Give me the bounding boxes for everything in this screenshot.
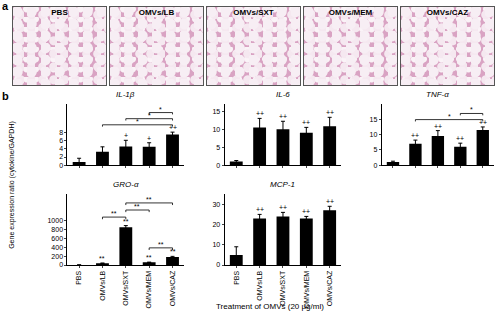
svg-text:**: ** — [123, 218, 129, 225]
svg-text:*: * — [136, 118, 139, 125]
html-text:OMVs/MEM: OMVs/MEM — [328, 8, 373, 17]
svg-text:++: ++ — [479, 119, 487, 126]
svg-text:OMVs/SXT: OMVs/SXT — [122, 270, 129, 306]
svg-text:600: 600 — [51, 235, 63, 242]
svg-text:OMVs/LB: OMVs/LB — [256, 270, 263, 300]
svg-text:*: * — [448, 113, 451, 120]
svg-text:++: ++ — [279, 204, 287, 211]
svg-text:15: 15 — [370, 116, 378, 123]
svg-text:*: * — [148, 112, 151, 119]
svg-text:1000: 1000 — [47, 217, 63, 224]
svg-text:10: 10 — [370, 131, 378, 138]
svg-text:+: + — [124, 132, 128, 139]
svg-text:**: ** — [146, 196, 152, 203]
svg-text:OMVs/CAZ: OMVs/CAZ — [169, 270, 176, 306]
svg-text:++: ++ — [256, 110, 264, 117]
svg-text:**: ** — [111, 210, 117, 217]
html-text:OMVs/LB: OMVs/LB — [138, 8, 175, 17]
svg-text:OMVs/MEM: OMVs/MEM — [145, 271, 152, 309]
svg-text:*: * — [470, 106, 473, 113]
svg-text:**: ** — [158, 241, 164, 248]
svg-text:10: 10 — [212, 126, 220, 133]
svg-text:200: 200 — [51, 253, 63, 260]
svg-text:Treatment of OMVs (20 μg/ml): Treatment of OMVs (20 μg/ml) — [216, 302, 324, 311]
svg-text:TNF-α: TNF-α — [426, 90, 449, 99]
svg-text:++: ++ — [169, 124, 177, 131]
svg-text:OMVs/MEM: OMVs/MEM — [303, 271, 310, 309]
svg-text:10: 10 — [212, 241, 220, 248]
svg-text:0: 0 — [59, 162, 63, 169]
svg-text:**: ** — [146, 254, 152, 261]
svg-text:++: ++ — [434, 123, 442, 130]
svg-text:GRO-α: GRO-α — [113, 180, 139, 189]
svg-text:20: 20 — [212, 221, 220, 228]
svg-text:5: 5 — [373, 146, 377, 153]
svg-text:6: 6 — [59, 137, 63, 144]
svg-text:0: 0 — [373, 162, 377, 169]
svg-text:++: ++ — [302, 208, 310, 215]
html-text:PBS: PBS — [51, 8, 68, 17]
svg-text:**: ** — [134, 203, 140, 210]
svg-text:15: 15 — [212, 108, 220, 115]
svg-text:OMVs/SXT: OMVs/SXT — [279, 270, 286, 306]
svg-text:0: 0 — [59, 261, 63, 268]
svg-text:0: 0 — [216, 261, 220, 268]
svg-text:8: 8 — [59, 129, 63, 136]
html-text:a: a — [2, 0, 9, 12]
svg-text:2: 2 — [59, 153, 63, 160]
svg-text:5: 5 — [216, 144, 220, 151]
svg-text:++: ++ — [456, 135, 464, 142]
svg-text:30: 30 — [212, 201, 220, 208]
svg-text:Gene expression ratio (cytokin: Gene expression ratio (cytokine/GAPDH) — [8, 121, 16, 249]
svg-text:*: * — [159, 106, 162, 113]
svg-text:**: ** — [170, 248, 176, 255]
html-text:OMVs/SXT: OMVs/SXT — [233, 8, 274, 17]
svg-text:OMVs/LB: OMVs/LB — [99, 270, 106, 300]
svg-text:400: 400 — [51, 244, 63, 251]
svg-text:PBS: PBS — [233, 270, 240, 284]
svg-text:OMVs/CAZ: OMVs/CAZ — [326, 270, 333, 306]
svg-text:MCP-1: MCP-1 — [270, 180, 295, 189]
svg-text:++: ++ — [326, 109, 334, 116]
svg-text:**: ** — [99, 255, 105, 262]
svg-text:++: ++ — [302, 119, 310, 126]
svg-text:++: ++ — [326, 198, 334, 205]
svg-text:IL-1β: IL-1β — [116, 90, 135, 99]
svg-text:IL-6: IL-6 — [276, 90, 290, 99]
html-text:OMVs/CAZ: OMVs/CAZ — [426, 8, 469, 17]
svg-text:800: 800 — [51, 226, 63, 233]
svg-text:PBS: PBS — [75, 270, 82, 284]
svg-text:b: b — [2, 90, 9, 102]
svg-text:4: 4 — [59, 145, 63, 152]
svg-text:++: ++ — [256, 206, 264, 213]
svg-text:+: + — [147, 135, 151, 142]
svg-text:++: ++ — [411, 132, 419, 139]
svg-text:0: 0 — [216, 162, 220, 169]
svg-text:++: ++ — [279, 113, 287, 120]
